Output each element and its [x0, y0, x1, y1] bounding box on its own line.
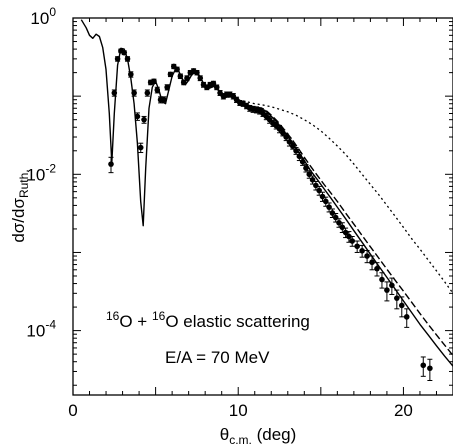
data-point	[313, 182, 319, 189]
data-point	[384, 287, 390, 293]
data-point	[151, 78, 157, 85]
y-tick-label: 10-4	[26, 318, 56, 341]
data-point	[374, 265, 380, 272]
data-point	[141, 116, 147, 123]
data-point	[144, 90, 151, 96]
data-point	[319, 193, 326, 200]
data-point	[346, 233, 352, 240]
x-axis-title: θc.m. (deg)	[220, 425, 297, 447]
data-point	[108, 161, 114, 167]
plot-frame	[72, 17, 453, 396]
data-point	[349, 238, 356, 244]
series-line-dotted	[238, 99, 453, 294]
data-point	[359, 248, 365, 254]
data-point	[299, 158, 306, 165]
data-points-layer	[108, 48, 433, 381]
y-tick-label: 10-2	[26, 161, 56, 184]
data-point	[303, 165, 309, 171]
data-point	[339, 224, 346, 231]
data-point	[128, 71, 134, 78]
data-point	[332, 214, 339, 221]
data-point	[398, 302, 405, 309]
data-point	[114, 56, 121, 62]
data-point	[364, 253, 370, 259]
data-point	[161, 96, 167, 103]
data-point	[296, 153, 303, 160]
data-point	[197, 75, 204, 81]
data-point	[329, 210, 336, 216]
data-point	[369, 259, 375, 266]
data-point	[111, 90, 118, 96]
data-point	[184, 75, 190, 81]
axis-ticks	[72, 17, 453, 395]
y-tick-label: 100	[30, 5, 56, 28]
data-point	[121, 49, 128, 56]
data-point	[134, 113, 141, 120]
data-point	[131, 90, 137, 96]
data-point	[394, 295, 400, 301]
x-tick-label: 20	[394, 401, 413, 420]
data-point	[379, 276, 385, 283]
data-point	[137, 144, 144, 151]
data-point	[266, 116, 273, 123]
y-axis-title: dσ/dσRuth.	[9, 169, 31, 242]
data-point	[283, 134, 289, 140]
data-point	[427, 365, 433, 372]
data-point	[194, 69, 200, 76]
data-point	[167, 71, 174, 78]
data-point	[124, 56, 131, 62]
data-point	[354, 243, 360, 250]
axis-tick-labels: 0 10 20 100 10-2 10-4	[26, 5, 412, 420]
x-tick-label: 0	[68, 401, 77, 420]
data-point	[336, 219, 342, 226]
reaction-annotation: 16O + 16O elastic scattering	[106, 309, 310, 331]
series-line-dashed	[237, 100, 453, 356]
x-tick-label: 10	[229, 401, 248, 420]
data-point	[177, 73, 184, 80]
energy-annotation: E/A = 70 MeV	[165, 348, 270, 367]
data-point	[420, 362, 427, 369]
data-point	[164, 84, 170, 91]
data-point	[389, 282, 395, 289]
data-point	[403, 314, 410, 320]
data-point	[213, 84, 220, 91]
data-point	[154, 87, 161, 93]
data-point	[174, 66, 180, 73]
